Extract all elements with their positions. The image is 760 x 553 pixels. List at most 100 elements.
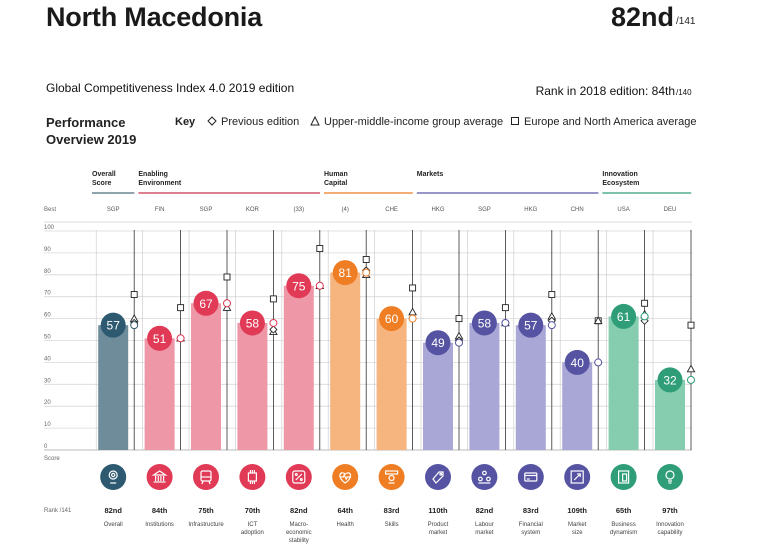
score-value: 58	[478, 316, 492, 330]
score-bar	[330, 272, 361, 450]
region-average-marker	[130, 291, 138, 298]
financial-system-icon	[524, 472, 538, 482]
triangle-icon	[310, 115, 320, 126]
score-circle	[239, 310, 265, 336]
y-tick-label: 90	[44, 247, 51, 253]
group-header: Score	[92, 180, 112, 187]
score-bar	[237, 322, 268, 450]
pillar-icon-circle	[471, 464, 498, 490]
current-score-marker	[547, 321, 556, 330]
business-dynamism-icon	[617, 470, 630, 484]
current-score-marker	[501, 318, 510, 327]
pillar-name: market	[475, 530, 494, 536]
group-header: Ecosystem	[602, 180, 639, 187]
diamond-icon	[207, 116, 217, 126]
score-axis-label: Score	[44, 456, 60, 462]
score-bar	[191, 303, 221, 450]
section-title: Performance	[46, 115, 126, 130]
overall-rank-total: /141	[676, 16, 696, 27]
pillar-name: Innovation	[656, 522, 684, 528]
pillar-name: Market	[568, 522, 587, 528]
pillar-rank: 82nd	[104, 506, 122, 515]
score-circle	[332, 260, 358, 286]
best-row-label: Best	[44, 207, 56, 213]
best-performer-label: (33)	[293, 207, 304, 213]
best-performer-label: SGP	[107, 207, 120, 213]
rank-2018-total: /140	[676, 88, 692, 97]
pillar-name: capability	[657, 530, 682, 536]
score-bar	[515, 325, 546, 450]
pillar-name: system	[521, 530, 540, 536]
region-average-marker	[455, 315, 463, 323]
score-bar	[98, 325, 129, 450]
score-circle	[518, 312, 544, 338]
score-bar	[608, 316, 639, 450]
group-header: Enabling	[138, 171, 168, 178]
pillar-rank: 84th	[152, 506, 168, 515]
group-header: Markets	[417, 171, 444, 178]
pillar-name: dynamism	[610, 530, 637, 536]
pillar-rank: 82nd	[290, 506, 308, 515]
region-average-marker	[362, 256, 370, 263]
key-region-average: Europe and North America average	[510, 116, 696, 128]
score-value: 67	[199, 297, 213, 311]
y-tick-label: 10	[44, 422, 51, 428]
best-performer-label: FIN	[155, 207, 165, 213]
best-performer-label: DEU	[664, 207, 677, 213]
score-circle	[425, 330, 451, 356]
pillar-name: Labour	[475, 522, 494, 528]
group-header: Capital	[324, 180, 347, 187]
group-header: Human	[324, 171, 348, 178]
best-performer-label: CHN	[571, 207, 584, 213]
pillar-rank: 64th	[337, 506, 353, 515]
pillar-rank: 97th	[662, 506, 678, 515]
product-market-icon	[432, 471, 444, 484]
ict-icon	[247, 470, 257, 484]
score-bar	[562, 362, 593, 450]
key-income-group-average: Upper-middle-income group average	[310, 115, 503, 128]
pillar-name: size	[572, 530, 583, 536]
pillar-name: Product	[428, 522, 449, 528]
best-performer-label: HKG	[431, 207, 444, 213]
score-bar	[423, 342, 453, 450]
region-average-marker	[316, 245, 324, 252]
score-circle	[193, 290, 219, 316]
best-performer-label: SGP	[200, 207, 213, 213]
pillar-icon-circle	[146, 464, 173, 490]
score-value: 61	[617, 310, 631, 324]
score-circle	[471, 310, 497, 336]
current-score-marker	[594, 358, 603, 367]
region-average-marker	[409, 284, 417, 292]
current-score-marker	[687, 375, 695, 384]
income-group-average-marker	[408, 307, 417, 316]
y-tick-label: 80	[44, 269, 51, 275]
y-tick-label: 100	[44, 225, 55, 231]
innovation-capability-icon	[665, 470, 675, 484]
pillar-name: market	[429, 530, 448, 536]
best-performer-label: SGP	[478, 207, 491, 213]
pillar-icon-circle	[425, 464, 451, 490]
pillar-name: Overall	[104, 522, 123, 528]
pillar-name: Macro-	[289, 522, 308, 528]
pillar-icon-circle	[517, 464, 544, 490]
pillar-name: Institutions	[145, 522, 174, 528]
region-average-marker	[501, 304, 509, 312]
score-circle	[286, 273, 312, 299]
pillar-name: ICT	[248, 522, 258, 528]
edition-label: Global Competitiveness Index 4.0 2019 ed…	[46, 81, 295, 95]
region-average-marker	[687, 321, 695, 329]
score-value: 57	[107, 319, 121, 333]
current-score-marker	[130, 321, 139, 330]
pillar-icon-circle	[239, 464, 266, 490]
pillar-rank: 65th	[616, 506, 632, 515]
key-previous-edition: Previous edition	[207, 116, 299, 128]
score-value: 49	[431, 336, 445, 350]
current-score-marker	[269, 318, 278, 327]
current-score-marker	[176, 334, 185, 343]
score-circle	[379, 306, 405, 332]
y-tick-label: 60	[44, 313, 51, 319]
region-average-marker	[548, 291, 556, 298]
current-score-marker	[223, 299, 231, 308]
pillar-name: stability	[289, 538, 309, 544]
